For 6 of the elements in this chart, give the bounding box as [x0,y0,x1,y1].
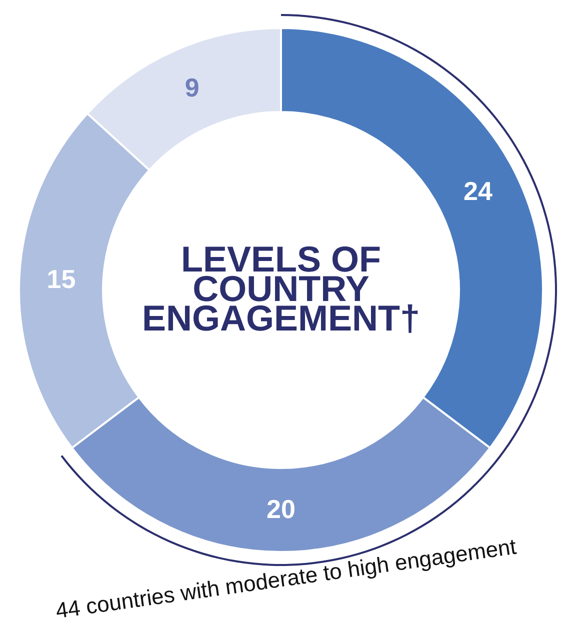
text: 44 countries with moderate to high engagement [54,534,518,624]
data-label: 24 [463,176,493,206]
text: LEVELS OF COUNTRY ENGAGEMENT† [142,238,420,338]
data-label: 9 [184,72,200,103]
data-label: 15 [46,264,76,294]
data-label: 20 [266,494,296,524]
